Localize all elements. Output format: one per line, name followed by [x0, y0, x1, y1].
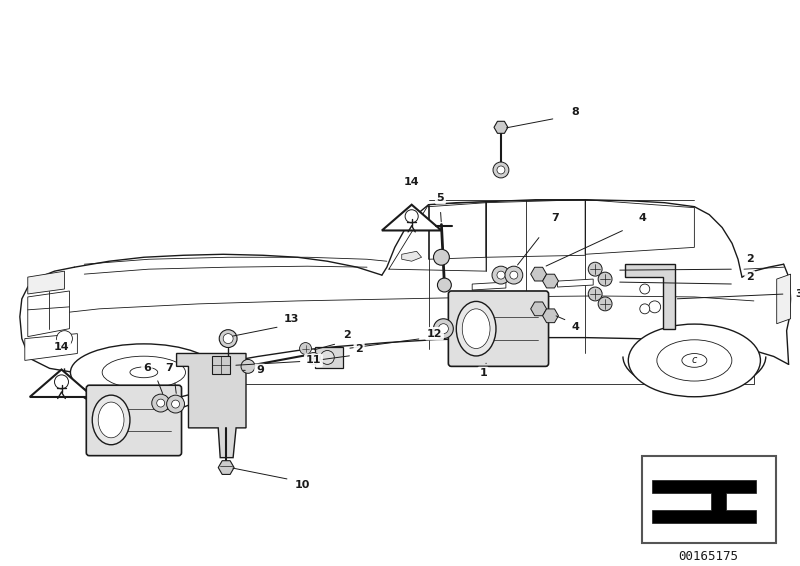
Circle shape — [241, 359, 255, 374]
Circle shape — [640, 304, 650, 314]
Text: 10: 10 — [295, 481, 310, 490]
Text: 1: 1 — [479, 368, 487, 378]
Polygon shape — [542, 274, 558, 288]
Text: 8: 8 — [571, 108, 579, 117]
Polygon shape — [28, 291, 70, 337]
Ellipse shape — [462, 309, 490, 349]
Polygon shape — [472, 282, 506, 290]
Text: 6: 6 — [143, 363, 150, 374]
Text: 7: 7 — [552, 213, 559, 222]
Polygon shape — [28, 271, 65, 294]
Text: 2: 2 — [746, 272, 754, 282]
FancyBboxPatch shape — [86, 385, 182, 456]
Circle shape — [299, 342, 311, 354]
Text: 9: 9 — [256, 365, 264, 375]
Polygon shape — [558, 279, 593, 287]
Polygon shape — [402, 251, 422, 261]
Polygon shape — [30, 370, 94, 397]
Circle shape — [57, 331, 73, 346]
Text: 11: 11 — [306, 355, 322, 366]
Text: 2: 2 — [355, 344, 363, 354]
Bar — [642, 456, 776, 543]
Polygon shape — [25, 333, 78, 361]
Circle shape — [493, 162, 509, 178]
Ellipse shape — [657, 340, 732, 381]
Bar — [212, 357, 230, 374]
Circle shape — [307, 353, 319, 365]
Polygon shape — [542, 309, 558, 323]
Circle shape — [598, 272, 612, 286]
Circle shape — [54, 375, 69, 389]
Circle shape — [497, 166, 505, 174]
Text: 13: 13 — [284, 314, 299, 324]
Circle shape — [505, 266, 522, 284]
Ellipse shape — [98, 402, 124, 438]
Text: 5: 5 — [437, 193, 444, 203]
Circle shape — [223, 333, 233, 344]
Ellipse shape — [456, 302, 496, 356]
Ellipse shape — [102, 356, 186, 388]
Circle shape — [434, 250, 450, 265]
Text: 4: 4 — [571, 321, 579, 332]
Circle shape — [219, 329, 237, 348]
Circle shape — [434, 319, 454, 338]
Polygon shape — [494, 121, 508, 134]
Ellipse shape — [92, 395, 130, 445]
Text: 12: 12 — [426, 329, 442, 338]
Polygon shape — [530, 267, 546, 281]
Ellipse shape — [628, 324, 761, 397]
Text: 14: 14 — [54, 341, 70, 351]
Polygon shape — [382, 205, 442, 230]
Polygon shape — [177, 354, 246, 458]
Ellipse shape — [130, 367, 158, 378]
Text: 2: 2 — [746, 254, 754, 264]
Text: 3: 3 — [796, 289, 800, 299]
Text: 00165175: 00165175 — [678, 550, 738, 563]
FancyBboxPatch shape — [448, 291, 549, 366]
Ellipse shape — [682, 354, 707, 367]
Text: 4: 4 — [639, 213, 646, 222]
Circle shape — [157, 399, 165, 407]
Circle shape — [405, 210, 418, 223]
Circle shape — [588, 262, 602, 276]
Polygon shape — [218, 461, 234, 474]
Circle shape — [640, 284, 650, 294]
Polygon shape — [652, 481, 756, 523]
Circle shape — [649, 301, 661, 313]
Circle shape — [438, 324, 448, 333]
Circle shape — [152, 394, 170, 412]
Polygon shape — [625, 264, 674, 329]
Circle shape — [172, 400, 179, 408]
Text: 2: 2 — [343, 329, 351, 340]
Circle shape — [166, 395, 185, 413]
Bar — [315, 346, 343, 368]
Circle shape — [497, 271, 505, 279]
Ellipse shape — [70, 344, 218, 401]
Circle shape — [321, 350, 334, 365]
Polygon shape — [777, 274, 790, 324]
Circle shape — [598, 297, 612, 311]
Circle shape — [452, 301, 464, 313]
Polygon shape — [530, 302, 546, 316]
Text: c: c — [692, 355, 697, 366]
Text: 14: 14 — [404, 177, 419, 187]
Circle shape — [588, 287, 602, 301]
Text: 7: 7 — [165, 363, 173, 374]
Circle shape — [510, 271, 518, 279]
Circle shape — [438, 278, 451, 292]
Circle shape — [492, 266, 510, 284]
